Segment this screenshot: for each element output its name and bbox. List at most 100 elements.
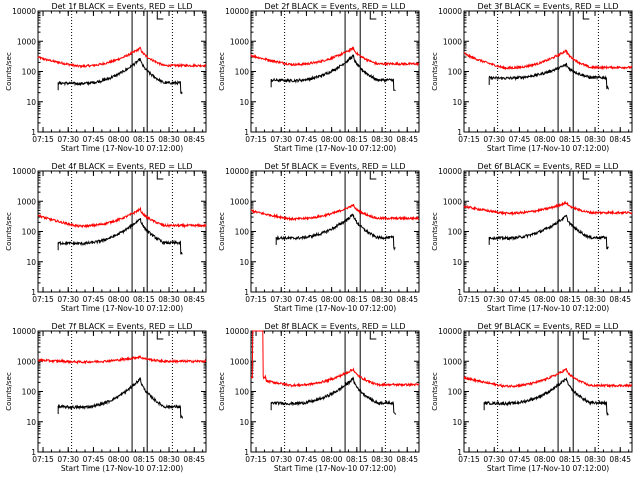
- y-axis-label: Counts/sec: [218, 212, 226, 251]
- y-tick-label: 10: [239, 418, 249, 427]
- events-series-line: [271, 376, 396, 415]
- x-tick-label: 07:45: [296, 455, 318, 464]
- x-tick-label: 08:30: [584, 135, 606, 144]
- x-tick-label: 08:00: [321, 295, 343, 304]
- x-tick-label: 08:15: [346, 455, 368, 464]
- y-axis-label: Counts/sec: [431, 212, 439, 251]
- x-tick-label: 08:00: [108, 455, 130, 464]
- flag-marker: [582, 331, 590, 340]
- x-axis-label: Start Time (17-Nov-10 07:12:00): [487, 144, 609, 153]
- x-tick-label: 08:00: [534, 135, 556, 144]
- x-tick-label: 08:30: [158, 455, 180, 464]
- x-axis-label: Start Time (17-Nov-10 07:12:00): [487, 304, 609, 313]
- y-axis-label: Counts/sec: [431, 372, 439, 411]
- y-tick-label: 10000: [438, 167, 462, 176]
- x-tick-label: 07:30: [270, 135, 292, 144]
- panel-title: Det 8f BLACK = Events, RED = LLD: [264, 322, 405, 331]
- x-tick-label: 07:30: [57, 135, 79, 144]
- x-tick-label: 08:30: [158, 135, 180, 144]
- lld-series-line: [250, 203, 420, 222]
- events-series-line: [483, 376, 609, 416]
- y-tick-label: 100: [235, 388, 250, 397]
- x-tick-label: 08:15: [346, 135, 368, 144]
- x-tick-label: 08:45: [609, 455, 631, 464]
- x-tick-label: 07:15: [32, 295, 54, 304]
- y-axis-label: Counts/sec: [431, 52, 439, 91]
- lld-series-line: [463, 200, 633, 217]
- x-tick-label: 07:45: [296, 135, 318, 144]
- y-tick-label: 100: [448, 228, 463, 237]
- x-tick-label: 08:00: [108, 295, 130, 304]
- x-tick-label: 07:15: [245, 295, 267, 304]
- y-tick-label: 1000: [17, 357, 36, 366]
- y-tick-label: 1000: [230, 197, 249, 206]
- events-series-line: [275, 213, 396, 251]
- y-tick-label: 1: [244, 448, 249, 457]
- x-tick-label: 08:00: [534, 295, 556, 304]
- x-tick-label: 08:15: [133, 295, 155, 304]
- x-tick-label: 08:15: [559, 135, 581, 144]
- x-tick-label: 07:45: [509, 295, 531, 304]
- y-axis-label: Counts/sec: [5, 52, 13, 91]
- y-tick-label: 10000: [225, 7, 249, 16]
- x-tick-label: 07:15: [32, 135, 54, 144]
- x-axis-label: Start Time (17-Nov-10 07:12:00): [274, 144, 396, 153]
- y-tick-label: 1: [244, 288, 249, 297]
- x-tick-label: 08:30: [371, 455, 393, 464]
- y-tick-label: 10000: [12, 167, 36, 176]
- x-axis-label: Start Time (17-Nov-10 07:12:00): [274, 304, 396, 313]
- y-tick-label: 100: [22, 388, 37, 397]
- y-tick-label: 10000: [225, 327, 249, 336]
- x-axis-label: Start Time (17-Nov-10 07:12:00): [487, 464, 609, 473]
- x-tick-label: 08:15: [559, 295, 581, 304]
- y-tick-label: 1: [457, 288, 462, 297]
- y-tick-label: 1: [31, 288, 36, 297]
- events-series-line: [270, 54, 396, 92]
- y-tick-label: 1: [457, 448, 462, 457]
- x-tick-label: 07:45: [83, 455, 105, 464]
- flag-marker: [369, 11, 377, 20]
- events-series-line: [57, 57, 183, 95]
- y-tick-label: 10000: [438, 7, 462, 16]
- x-tick-label: 08:30: [584, 455, 606, 464]
- flag-marker: [156, 331, 164, 340]
- y-tick-label: 10000: [438, 327, 462, 336]
- plot-frame: [37, 330, 207, 453]
- x-tick-label: 07:15: [458, 295, 480, 304]
- lld-series-line: [37, 354, 207, 365]
- flag-marker: [582, 11, 590, 20]
- panel-title: Det 3f BLACK = Events, RED = LLD: [477, 2, 618, 11]
- y-axis-label: Counts/sec: [218, 372, 226, 411]
- x-tick-label: 07:45: [509, 455, 531, 464]
- x-tick-label: 08:30: [371, 135, 393, 144]
- flag-marker: [369, 171, 377, 180]
- x-tick-label: 08:15: [559, 455, 581, 464]
- x-tick-label: 07:15: [245, 455, 267, 464]
- x-tick-label: 07:45: [509, 135, 531, 144]
- y-tick-label: 10: [452, 98, 462, 107]
- y-tick-label: 10: [26, 418, 36, 427]
- x-axis-label: Start Time (17-Nov-10 07:12:00): [274, 464, 396, 473]
- y-tick-label: 1000: [230, 37, 249, 46]
- y-tick-label: 10: [26, 258, 36, 267]
- x-axis-label: Start Time (17-Nov-10 07:12:00): [61, 144, 183, 153]
- y-tick-label: 100: [448, 388, 463, 397]
- x-tick-label: 07:30: [483, 295, 505, 304]
- y-tick-label: 100: [235, 228, 250, 237]
- lld-series-line: [463, 367, 633, 389]
- y-axis-label: Counts/sec: [5, 212, 13, 251]
- x-tick-label: 08:45: [183, 135, 205, 144]
- x-tick-label: 08:45: [396, 455, 418, 464]
- y-tick-label: 1000: [17, 37, 36, 46]
- y-tick-label: 1000: [443, 357, 462, 366]
- panel-title: Det 2f BLACK = Events, RED = LLD: [264, 2, 405, 11]
- y-tick-label: 1000: [17, 197, 36, 206]
- y-tick-label: 1000: [230, 357, 249, 366]
- y-tick-label: 1000: [443, 197, 462, 206]
- y-tick-label: 10: [239, 258, 249, 267]
- y-tick-label: 100: [235, 68, 250, 77]
- x-tick-label: 08:45: [396, 295, 418, 304]
- x-tick-label: 07:45: [83, 135, 105, 144]
- x-tick-label: 08:45: [609, 295, 631, 304]
